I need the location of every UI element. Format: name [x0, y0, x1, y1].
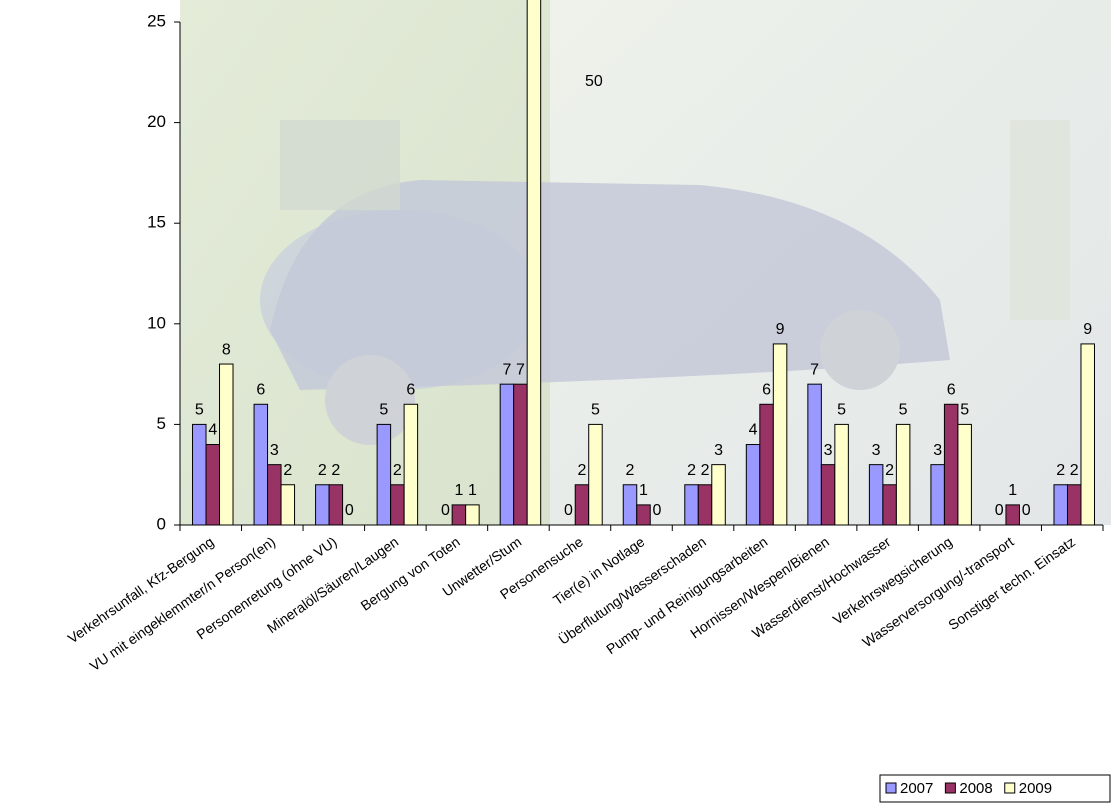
value-label: 3	[872, 442, 881, 459]
bar	[895, 423, 911, 526]
bar	[1053, 484, 1068, 526]
value-label: 0	[1022, 502, 1031, 519]
bar	[219, 363, 234, 526]
bar	[451, 504, 467, 526]
bar	[957, 423, 972, 526]
value-label: 5	[837, 402, 846, 419]
value-label: 1	[468, 482, 477, 499]
bar	[834, 423, 849, 526]
legend-swatch	[885, 782, 897, 794]
bar	[868, 464, 884, 526]
value-label: 6	[256, 381, 265, 398]
bar	[772, 343, 788, 526]
bar	[711, 464, 726, 526]
bar	[1005, 504, 1020, 526]
bar	[390, 484, 405, 526]
value-label: 6	[947, 381, 956, 398]
value-label: 9	[1083, 321, 1092, 338]
value-label: 2	[687, 462, 696, 479]
value-label: 0	[653, 502, 662, 519]
value-label: 7	[810, 361, 819, 378]
bar	[205, 444, 221, 526]
value-label: 2	[283, 462, 292, 479]
value-label: 5	[379, 402, 388, 419]
value-label: 8	[222, 341, 231, 358]
value-label: 2	[318, 462, 327, 479]
bar	[403, 403, 419, 526]
legend-label: 2007	[900, 780, 933, 797]
value-label: 5	[591, 402, 600, 419]
bar	[574, 484, 590, 526]
value-label: 0	[345, 502, 354, 519]
value-label: 1	[1008, 482, 1017, 499]
value-label: 4	[208, 422, 217, 439]
value-label: 2	[393, 462, 402, 479]
y-tick-label: 25	[147, 11, 166, 30]
legend	[879, 774, 1111, 803]
bar	[636, 504, 651, 526]
value-label: 50	[585, 73, 603, 90]
bar	[697, 484, 713, 526]
bar	[820, 464, 836, 526]
value-label: 2	[1070, 462, 1079, 479]
value-label: 3	[714, 442, 723, 459]
bar	[465, 504, 480, 526]
bar	[267, 464, 282, 526]
y-tick-label: 15	[147, 213, 166, 232]
value-label: 2	[578, 462, 587, 479]
bar	[930, 464, 945, 526]
value-label: 2	[885, 462, 894, 479]
bar	[499, 383, 515, 526]
legend-label: 2008	[959, 780, 992, 797]
value-label: 7	[502, 361, 511, 378]
value-label: 1	[454, 482, 463, 499]
bar	[745, 444, 761, 526]
value-label: 2	[1056, 462, 1065, 479]
legend-swatch	[944, 782, 956, 794]
bar	[807, 383, 822, 526]
value-label: 0	[564, 502, 573, 519]
bar	[588, 423, 603, 526]
legend-label: 2009	[1019, 780, 1052, 797]
value-label: 4	[749, 422, 758, 439]
value-label: 9	[776, 321, 785, 338]
bar	[315, 484, 330, 526]
bar	[280, 484, 296, 526]
value-label: 5	[899, 402, 908, 419]
bar	[253, 403, 269, 526]
legend-swatch	[1004, 782, 1016, 794]
value-label: 2	[331, 462, 340, 479]
bar	[684, 484, 699, 526]
bar	[1066, 484, 1082, 526]
value-label: 1	[639, 482, 648, 499]
bar	[1080, 343, 1095, 526]
y-tick-label: 20	[147, 112, 166, 131]
value-label: 3	[933, 442, 942, 459]
value-label: 6	[762, 381, 771, 398]
bar	[328, 484, 344, 526]
background-photo	[180, 0, 1111, 525]
value-label: 5	[960, 402, 969, 419]
bar	[622, 484, 638, 526]
y-tick-label: 0	[157, 514, 166, 533]
value-label: 3	[270, 442, 279, 459]
bar	[526, 0, 542, 526]
bar	[192, 423, 207, 526]
bar	[513, 383, 528, 526]
y-tick-label: 5	[157, 414, 166, 433]
bar	[882, 484, 897, 526]
y-tick-label: 10	[147, 313, 166, 332]
value-label: 7	[516, 361, 525, 378]
value-label: 6	[406, 381, 415, 398]
bar	[759, 403, 774, 526]
value-label: 2	[701, 462, 710, 479]
bar	[376, 423, 392, 526]
value-label: 0	[441, 502, 450, 519]
value-label: 3	[824, 442, 833, 459]
value-label: 2	[626, 462, 635, 479]
value-label: 0	[995, 502, 1004, 519]
value-label: 5	[195, 402, 204, 419]
bar	[943, 403, 959, 526]
